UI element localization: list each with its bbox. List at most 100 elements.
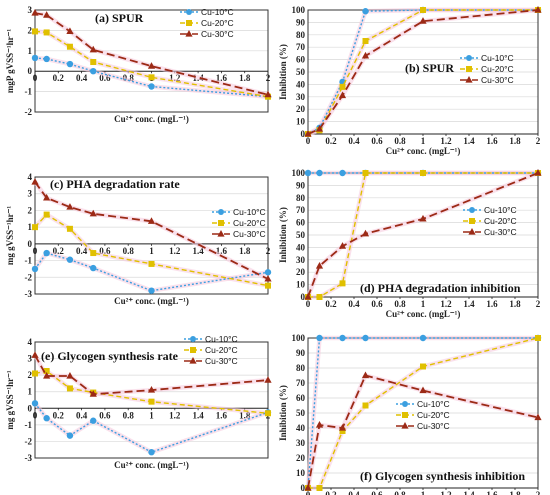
- x-axis-label: Cu²⁺ conc. (mgL⁻¹): [114, 460, 189, 470]
- legend-marker: [469, 207, 475, 213]
- panel-5: 0 10 20 30 40 50 60 70 80 90 100 0 0.2 0.4 0.6 0.8 1 1.2 1…: [278, 333, 542, 495]
- x-tick-label: 1.8: [509, 490, 521, 495]
- y-tick-label: 4: [28, 337, 33, 347]
- data-point: [420, 170, 426, 176]
- y-tick-label: 2: [28, 205, 33, 215]
- data-point: [90, 417, 97, 424]
- data-point: [420, 7, 426, 13]
- legend-marker: [465, 76, 473, 83]
- data-point: [43, 371, 51, 379]
- x-tick-label: 0.4: [348, 299, 360, 309]
- x-tick-label: 0.4: [348, 490, 360, 495]
- y-axis-label: Inhibition (%): [278, 385, 288, 441]
- y-tick-label: -2: [25, 436, 33, 446]
- data-point: [43, 415, 50, 422]
- x-tick-label: 1.4: [192, 246, 204, 256]
- data-point: [264, 90, 272, 98]
- data-point: [31, 178, 39, 185]
- data-point: [32, 224, 38, 231]
- y-tick-label: 0: [28, 403, 33, 413]
- x-tick-label: 1: [149, 410, 154, 420]
- panel-0: -2-1012300.20.40.60.811.21.41.61.82Cu²⁺ …: [5, 5, 272, 124]
- y-tick-label: 10: [296, 117, 306, 127]
- legend-marker: [218, 220, 224, 226]
- x-tick-label: 1.8: [239, 246, 251, 256]
- data-point: [316, 294, 323, 300]
- x-tick-label: 1.8: [239, 410, 251, 420]
- x-tick-label: 1.2: [169, 73, 181, 83]
- data-point: [32, 370, 38, 377]
- data-point: [66, 432, 74, 439]
- legend-label: Cu-30°C: [201, 29, 234, 39]
- y-tick-label: -1: [25, 87, 33, 97]
- data-point: [66, 225, 73, 232]
- x-tick-label: 0.6: [371, 136, 383, 146]
- x-tick-label: 0.4: [348, 136, 360, 146]
- legend-marker: [190, 347, 196, 353]
- y-axis-label: mg gVSS⁻¹hr⁻¹: [5, 370, 15, 429]
- data-point: [419, 334, 427, 342]
- panel-title: (d) PHA degradation inhibition: [360, 281, 521, 295]
- series-line: [34, 12, 269, 96]
- data-point: [535, 335, 541, 341]
- data-point: [66, 256, 74, 263]
- data-point: [316, 334, 323, 342]
- y-tick-label: -3: [25, 453, 33, 463]
- panel-title: (f) Glycogen synthesis inhibition: [360, 469, 525, 483]
- y-tick-label: 3: [28, 189, 33, 199]
- data-point: [419, 17, 427, 24]
- x-tick-label: 2: [536, 136, 541, 146]
- x-tick-label: 0.2: [53, 410, 65, 420]
- data-point: [362, 402, 369, 409]
- y-tick-label: 80: [296, 363, 306, 373]
- data-point: [147, 62, 156, 69]
- x-tick-label: 0: [33, 73, 38, 83]
- x-tick-label: 2: [266, 246, 271, 256]
- data-point: [90, 250, 97, 257]
- x-tick-label: 1: [149, 246, 154, 256]
- data-point: [31, 400, 39, 407]
- data-point: [362, 38, 369, 44]
- y-tick-label: 0: [28, 239, 33, 249]
- x-tick-label: 1.2: [440, 299, 452, 309]
- x-tick-label: 0.2: [325, 136, 337, 146]
- legend-label: Cu-30°C: [417, 421, 450, 431]
- legend-label: Cu-20°C: [417, 410, 450, 420]
- x-tick-label: 1: [421, 490, 426, 495]
- legend-label: Cu-30°C: [481, 75, 514, 85]
- x-tick-label: 1.8: [509, 299, 521, 309]
- data-point: [31, 9, 39, 16]
- legend-marker: [468, 228, 476, 235]
- y-axis-label: Inhibition (%): [278, 207, 288, 263]
- y-tick-label: 40: [296, 423, 306, 433]
- x-tick-label: 0.6: [99, 410, 111, 420]
- data-point: [43, 368, 50, 374]
- x-tick-label: 1: [421, 299, 426, 309]
- data-point: [89, 390, 97, 397]
- data-point: [315, 125, 324, 132]
- x-tick-label: 2: [536, 299, 541, 309]
- panel-title: (b) SPUR: [405, 61, 454, 75]
- y-tick-label: -2: [25, 107, 33, 117]
- series-line: [34, 181, 269, 280]
- x-tick-label: 1.6: [486, 299, 498, 309]
- y-tick-label: 70: [296, 205, 306, 215]
- data-point: [147, 386, 156, 393]
- y-tick-label: 0: [28, 66, 33, 76]
- data-point: [304, 130, 312, 137]
- x-axis-label: Cu²⁺ conc. (mgL⁻¹): [386, 309, 461, 319]
- data-point: [534, 413, 542, 421]
- y-tick-label: 10: [296, 468, 306, 478]
- x-tick-label: 1.6: [216, 410, 228, 420]
- x-tick-label: 0.6: [371, 299, 383, 309]
- x-tick-label: 0: [33, 246, 38, 256]
- x-tick-label: 1.8: [509, 136, 521, 146]
- data-point: [264, 376, 272, 383]
- data-point: [338, 424, 347, 431]
- legend-marker: [186, 20, 192, 26]
- x-tick-label: 1.6: [486, 490, 498, 495]
- x-tick-label: 1.4: [463, 136, 475, 146]
- data-point: [147, 217, 156, 224]
- y-tick-label: -1: [25, 256, 33, 266]
